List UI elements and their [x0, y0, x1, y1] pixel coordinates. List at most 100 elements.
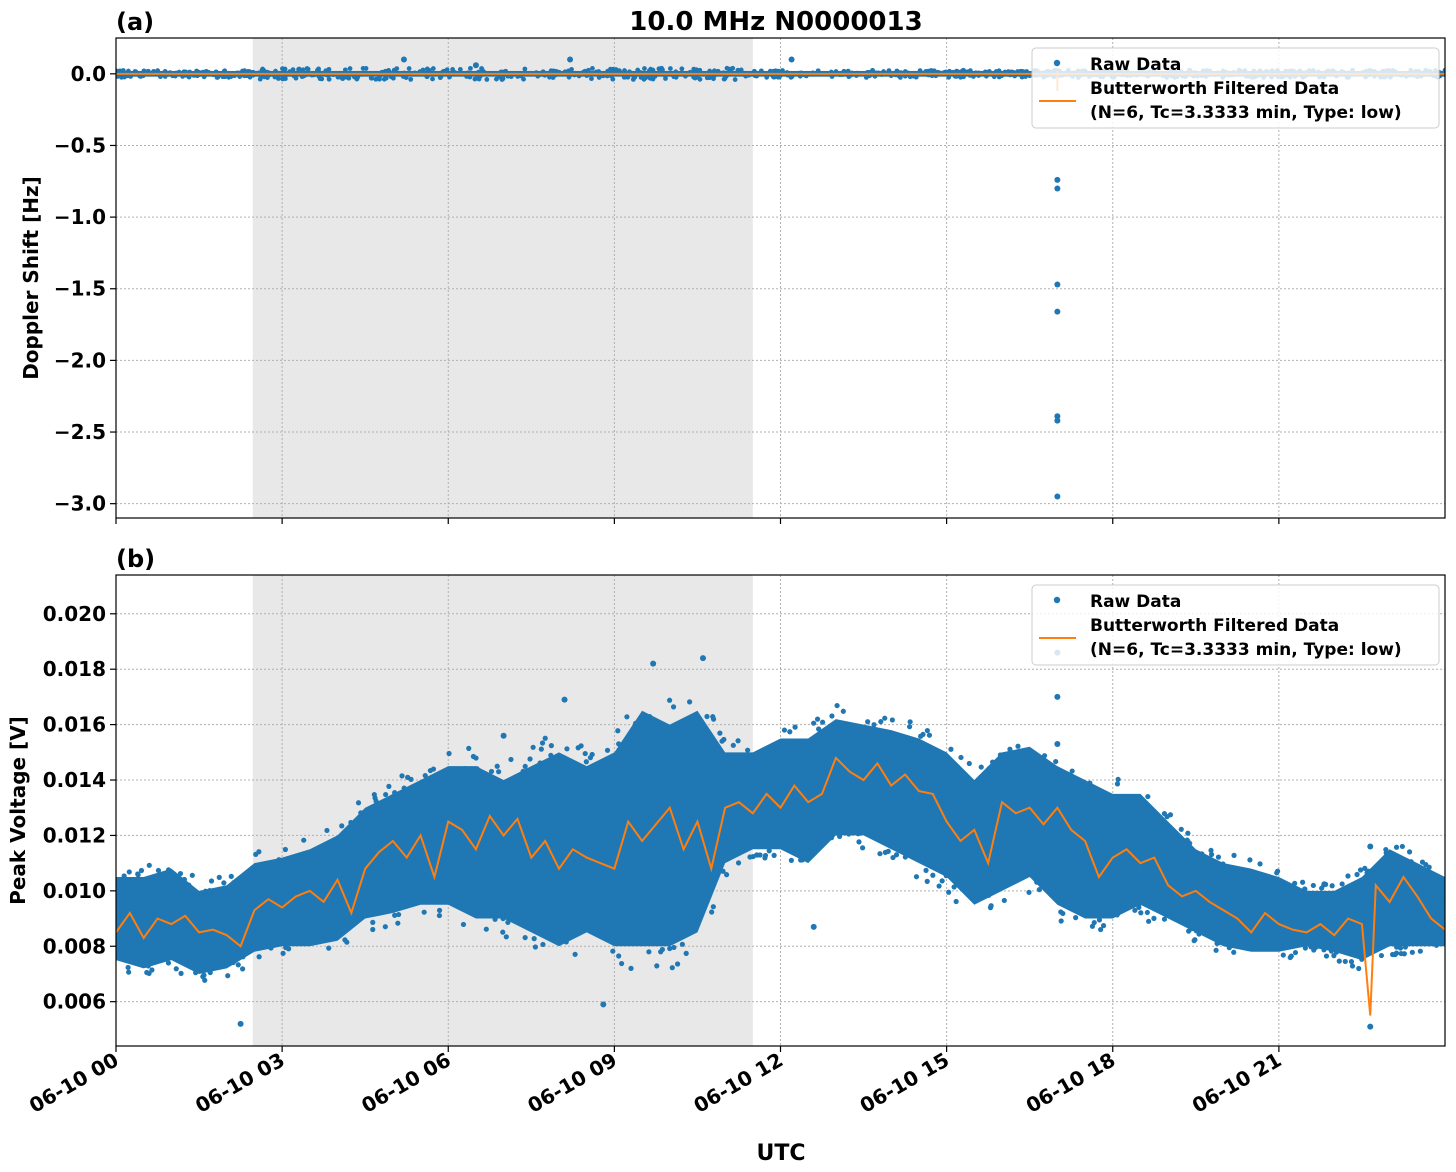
raw-data-point [917, 750, 923, 757]
raw-data-point [1359, 956, 1365, 962]
raw-data-point [331, 861, 337, 867]
raw-data-point [563, 811, 569, 817]
raw-data-point [227, 907, 234, 913]
raw-data-point [530, 744, 536, 750]
raw-data-point [673, 901, 679, 908]
raw-data-point [169, 890, 175, 896]
raw-data-point [610, 948, 616, 954]
raw-data-point [172, 73, 178, 79]
raw-data-point [910, 740, 916, 747]
raw-data-point [1299, 879, 1306, 885]
raw-data-point [601, 866, 607, 872]
raw-data-point [735, 738, 741, 744]
raw-data-point [1041, 753, 1048, 759]
raw-data-point [1407, 904, 1413, 910]
raw-data-point [1032, 827, 1038, 834]
raw-data-point [384, 817, 390, 824]
raw-data-point [1035, 775, 1041, 781]
raw-data-point [923, 867, 929, 873]
raw-data-point [1154, 814, 1160, 820]
raw-data-point [1156, 823, 1163, 829]
raw-data-point [424, 74, 430, 80]
raw-data-point [1258, 910, 1264, 916]
raw-data-point [340, 855, 346, 861]
raw-data-point [475, 871, 481, 877]
raw-data-point [1148, 890, 1154, 896]
raw-data-point [782, 740, 788, 746]
raw-data-point [433, 840, 439, 846]
raw-data-point [295, 896, 301, 902]
y-tick-label: 0.016 [43, 713, 106, 737]
raw-data-point [736, 808, 742, 815]
raw-data-point [484, 77, 490, 82]
raw-data-point [1119, 904, 1125, 911]
raw-data-point [781, 839, 787, 846]
raw-data-point [365, 849, 371, 856]
raw-data-outlier [1054, 417, 1061, 424]
raw-data-point [258, 941, 264, 947]
raw-data-point [495, 860, 502, 866]
raw-data-point [1065, 815, 1072, 821]
raw-data-point [620, 810, 627, 816]
raw-data-point [907, 719, 913, 725]
raw-data-point [700, 906, 706, 912]
raw-data-outlier [500, 732, 507, 739]
raw-data-point [730, 742, 736, 748]
y-tick-label: −3.0 [54, 492, 106, 516]
raw-data-point [619, 960, 625, 967]
raw-data-point [421, 909, 427, 915]
legend-box [1031, 584, 1440, 666]
raw-data-point [370, 830, 376, 836]
raw-data-point [954, 879, 961, 885]
raw-data-point [655, 922, 662, 928]
raw-data-point [687, 727, 693, 733]
raw-data-point [1050, 856, 1056, 863]
raw-data-point [704, 833, 711, 839]
raw-data-point [366, 873, 372, 879]
raw-data-point [777, 763, 783, 769]
raw-data-point [809, 763, 815, 769]
raw-data-point [384, 810, 390, 816]
raw-data-point [1026, 866, 1032, 872]
raw-data-point [275, 928, 282, 934]
raw-data-point [938, 787, 944, 793]
raw-data-point [758, 774, 764, 780]
raw-data-point [613, 803, 619, 809]
raw-data-point [211, 964, 218, 970]
raw-data-point [618, 789, 625, 795]
raw-data-point [924, 878, 930, 884]
raw-data-point [817, 834, 823, 840]
raw-data-point [484, 894, 491, 900]
raw-data-point [576, 798, 582, 804]
raw-data-point [160, 905, 166, 911]
raw-data-point [1193, 870, 1199, 877]
raw-data-point [650, 67, 656, 73]
raw-data-point [1409, 949, 1415, 955]
raw-data-point [886, 786, 892, 792]
raw-data-point [871, 802, 877, 809]
raw-data-point [484, 781, 490, 787]
raw-data-point [991, 74, 997, 80]
raw-data-point [967, 859, 973, 865]
raw-data-point [1272, 943, 1278, 950]
raw-data-point [879, 812, 885, 818]
raw-data-point [463, 807, 470, 813]
raw-data-point [505, 919, 511, 925]
raw-data-point [286, 946, 292, 952]
raw-data-point [889, 717, 895, 723]
raw-data-point [833, 69, 839, 74]
raw-data-point [379, 835, 385, 841]
raw-data-point [1383, 926, 1389, 932]
legend: Raw Data Butterworth Filtered Data (N=6, T… [1031, 584, 1440, 666]
raw-data-point [242, 68, 248, 74]
raw-data-point [346, 884, 352, 891]
raw-data-point [667, 945, 673, 952]
figure-title: 10.0 MHz N0000013 [629, 7, 922, 37]
raw-data-point [589, 751, 595, 758]
raw-data-point [145, 963, 151, 969]
raw-data-point [1216, 929, 1223, 935]
raw-data-point [1414, 930, 1420, 936]
raw-data-point [1058, 836, 1064, 842]
raw-data-point [1255, 889, 1261, 895]
